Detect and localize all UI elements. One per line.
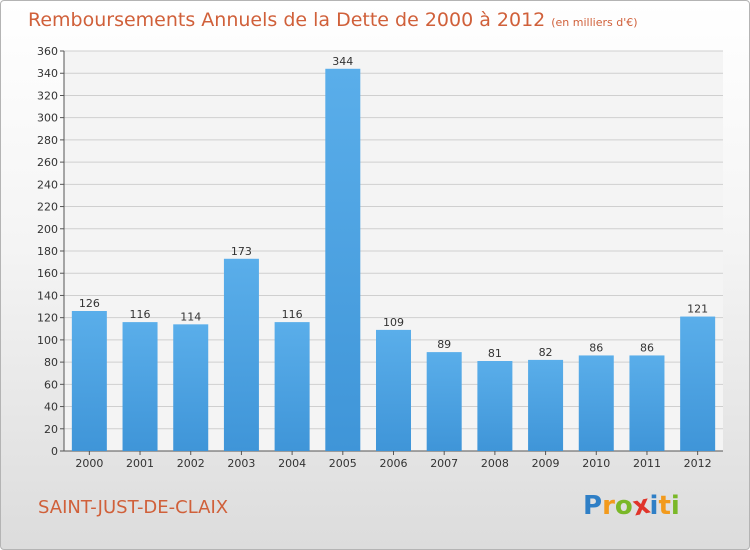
logo-letter: o (614, 491, 633, 521)
bar (629, 355, 665, 451)
bar (173, 324, 209, 451)
chart-unit: (en milliers d'€) (551, 16, 638, 29)
x-tick-label: 2001 (126, 457, 154, 470)
logo-letter: t (658, 491, 671, 521)
data-label: 86 (589, 341, 603, 354)
y-tick-label: 180 (37, 245, 58, 258)
logo-letter: P (583, 491, 603, 521)
y-tick-label: 360 (37, 45, 58, 58)
data-label: 114 (180, 310, 201, 323)
y-tick-label: 160 (37, 267, 58, 280)
y-tick-label: 240 (37, 178, 58, 191)
bar (325, 68, 361, 452)
x-tick-label: 2011 (633, 457, 661, 470)
bar (376, 329, 411, 451)
bar (680, 316, 716, 451)
x-tick-label: 2006 (380, 457, 408, 470)
data-label: 86 (640, 341, 654, 354)
data-label: 116 (282, 308, 303, 321)
x-tick-label: 2010 (582, 457, 610, 470)
data-label: 89 (437, 338, 451, 351)
logo-letter: i (649, 491, 659, 521)
bar (122, 322, 158, 451)
x-tick-label: 2008 (481, 457, 509, 470)
data-label: 121 (687, 303, 708, 316)
y-tick-label: 280 (37, 134, 58, 147)
x-tick-label: 2004 (278, 457, 306, 470)
bar (426, 352, 462, 451)
x-tick-label: 2007 (430, 457, 458, 470)
x-tick-label: 2000 (75, 457, 103, 470)
y-tick-label: 60 (44, 378, 58, 391)
data-label: 173 (231, 245, 252, 258)
y-tick-label: 80 (44, 356, 58, 369)
y-tick-label: 120 (37, 312, 58, 325)
proxiti-logo: Proxiti (583, 490, 680, 523)
y-tick-label: 20 (44, 423, 58, 436)
x-tick-label: 2012 (684, 457, 712, 470)
y-tick-label: 140 (37, 289, 58, 302)
logo-letter: i (670, 491, 680, 521)
y-tick-label: 200 (37, 223, 58, 236)
bar (274, 322, 310, 451)
y-tick-label: 220 (37, 201, 58, 214)
logo-letter: r (602, 491, 615, 521)
data-label: 116 (130, 308, 151, 321)
y-tick-label: 100 (37, 334, 58, 347)
x-tick-label: 2009 (532, 457, 560, 470)
x-tick-label: 2003 (227, 457, 255, 470)
data-label: 109 (383, 316, 404, 329)
data-label: 81 (488, 347, 502, 360)
bar (223, 258, 259, 451)
chart-title: Remboursements Annuels de la Dette de 20… (28, 9, 638, 31)
y-tick-label: 260 (37, 156, 58, 169)
bar (578, 355, 614, 451)
y-tick-label: 300 (37, 112, 58, 125)
y-tick-label: 40 (44, 401, 58, 414)
bar (477, 361, 513, 451)
data-label: 126 (79, 297, 100, 310)
x-tick-label: 2002 (177, 457, 205, 470)
commune-name: SAINT-JUST-DE-CLAIX (38, 497, 229, 518)
x-tick-label: 2005 (329, 457, 357, 470)
chart-title-text: Remboursements Annuels de la Dette de 20… (28, 9, 546, 31)
data-label: 344 (332, 55, 353, 68)
bar (528, 359, 564, 451)
y-tick-label: 320 (37, 89, 58, 102)
y-tick-label: 340 (37, 67, 58, 80)
data-label: 82 (539, 346, 553, 359)
y-tick-label: 0 (51, 445, 58, 458)
bar (71, 311, 107, 451)
